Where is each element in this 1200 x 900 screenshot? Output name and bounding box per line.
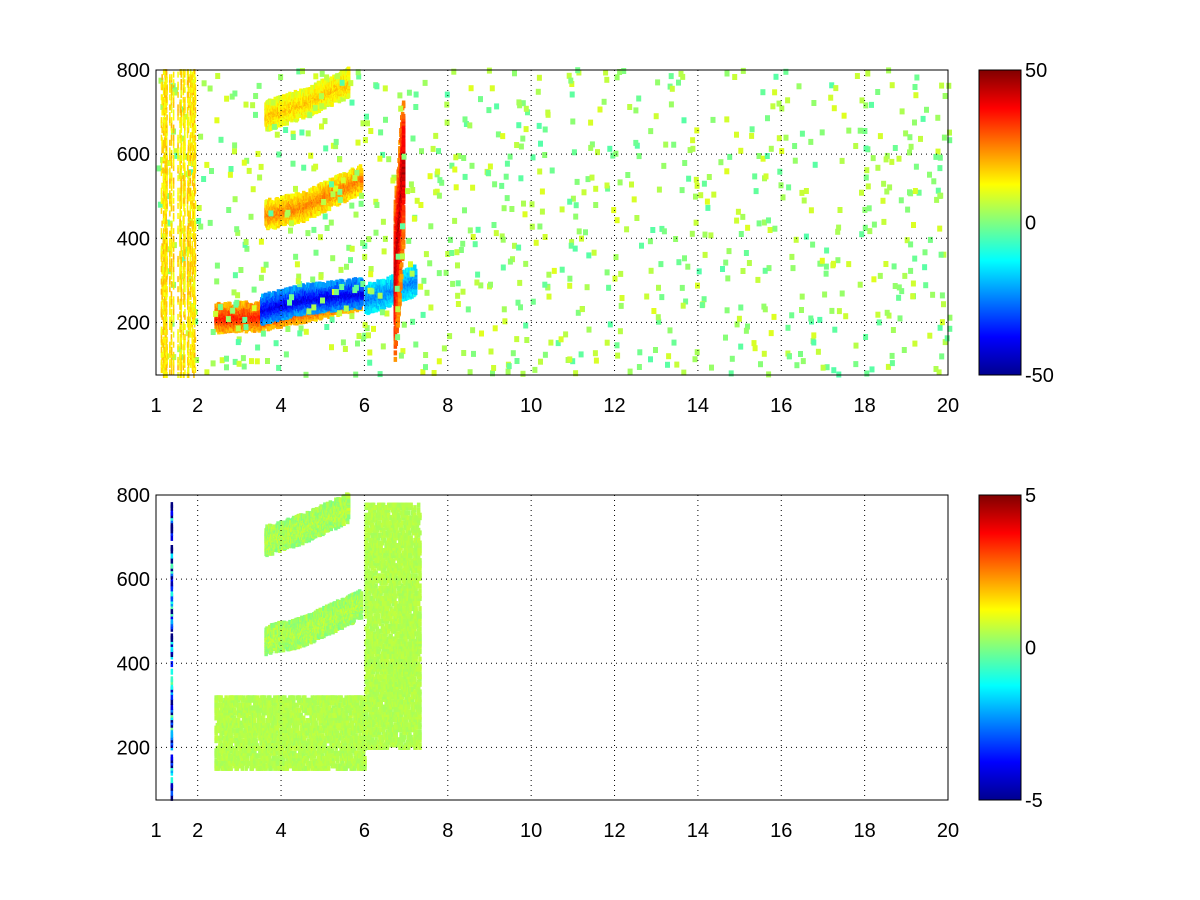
heatmap-cell xyxy=(230,320,235,326)
heatmap-cell xyxy=(393,350,398,356)
heatmap-cell xyxy=(293,320,297,326)
heatmap-cell xyxy=(273,323,277,328)
heatmap-cell xyxy=(399,269,403,275)
heatmap-cell xyxy=(268,324,272,330)
heatmap-cell xyxy=(398,292,402,298)
heatmap-cell xyxy=(270,317,274,323)
heatmap-cell xyxy=(393,356,398,362)
heatmap-cell xyxy=(260,326,264,332)
heatmap-cell xyxy=(265,296,270,302)
heatmap-cell xyxy=(296,319,300,325)
heatmap-cell xyxy=(252,327,257,333)
heatmap-cell xyxy=(242,300,247,306)
heatmap-cell xyxy=(241,304,246,310)
heatmap-cell xyxy=(396,322,400,328)
heatmap-cell xyxy=(275,321,280,327)
heatmap-cell xyxy=(394,341,398,346)
heatmap-cell xyxy=(271,324,275,330)
heatmap-cell xyxy=(302,318,306,324)
heatmap-cell xyxy=(355,307,360,313)
heatmap-cell xyxy=(264,293,269,299)
heatmap-cell xyxy=(274,291,278,297)
heatmap-cell xyxy=(241,301,245,306)
heatmap-cell xyxy=(267,291,271,297)
heatmap-cell xyxy=(273,315,277,321)
heatmap-cell xyxy=(255,326,260,332)
heatmap-cell xyxy=(256,301,260,307)
heatmap-cells-1 xyxy=(156,66,953,378)
heatmap-cell xyxy=(413,264,417,270)
heatmap-cell xyxy=(400,262,404,268)
heatmap-cell xyxy=(214,327,218,333)
heatmap-cell xyxy=(304,317,308,323)
heatmap-cell xyxy=(275,317,280,323)
heatmap-cell xyxy=(330,312,335,318)
heatmap-cell xyxy=(327,312,331,318)
heatmap-cell xyxy=(228,301,232,307)
heatmap-cell xyxy=(239,301,243,307)
heatmap-cell xyxy=(275,324,280,330)
heatmap-cell xyxy=(360,300,364,305)
heatmap-cell xyxy=(319,313,324,319)
heatmap-cell xyxy=(400,274,404,280)
heatmap-cell xyxy=(299,316,304,322)
heatmap-cell xyxy=(261,293,265,299)
heatmap-cell xyxy=(272,290,276,296)
